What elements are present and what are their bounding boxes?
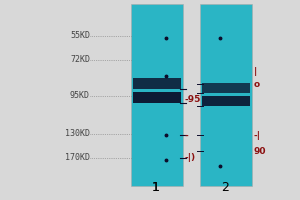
Bar <box>202 83 250 93</box>
Bar <box>130 4 183 186</box>
Text: 130KD: 130KD <box>65 130 90 138</box>
Text: o: o <box>254 80 260 88</box>
Text: -: - <box>184 132 188 140</box>
Text: 72KD: 72KD <box>70 55 90 64</box>
Bar <box>202 96 250 106</box>
Text: 1: 1 <box>152 181 160 194</box>
Text: 90: 90 <box>254 146 266 156</box>
Text: 2: 2 <box>221 181 229 194</box>
Text: -95: -95 <box>184 95 201 104</box>
Bar <box>200 4 252 186</box>
Bar <box>133 78 181 89</box>
Text: 55KD: 55KD <box>70 31 90 40</box>
Bar <box>133 92 181 103</box>
Text: |: | <box>254 68 257 76</box>
Text: 1: 1 <box>152 181 160 194</box>
Text: -|: -| <box>254 130 260 140</box>
Text: 95KD: 95KD <box>70 92 90 100</box>
Text: -|): -|) <box>184 154 196 162</box>
Text: 170KD: 170KD <box>65 154 90 162</box>
